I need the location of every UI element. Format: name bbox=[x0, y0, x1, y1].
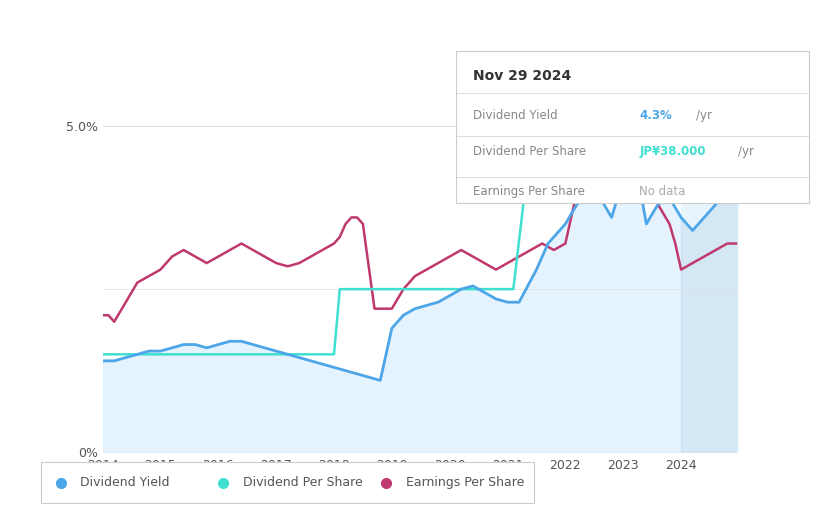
Text: Dividend Per Share: Dividend Per Share bbox=[243, 476, 363, 489]
Text: Dividend Yield: Dividend Yield bbox=[474, 109, 558, 122]
Text: Nov 29 2024: Nov 29 2024 bbox=[474, 69, 571, 83]
Text: /yr: /yr bbox=[738, 145, 754, 158]
Text: 4.3%: 4.3% bbox=[640, 109, 672, 122]
Text: Past: Past bbox=[684, 108, 710, 121]
Text: No data: No data bbox=[640, 185, 686, 198]
Text: Earnings Per Share: Earnings Per Share bbox=[474, 185, 585, 198]
Bar bbox=[681, 61, 739, 452]
Text: /yr: /yr bbox=[695, 109, 712, 122]
Text: Dividend Per Share: Dividend Per Share bbox=[474, 145, 586, 158]
Text: Dividend Yield: Dividend Yield bbox=[80, 476, 170, 489]
Text: Earnings Per Share: Earnings Per Share bbox=[406, 476, 524, 489]
Text: JP¥38.000: JP¥38.000 bbox=[640, 145, 706, 158]
